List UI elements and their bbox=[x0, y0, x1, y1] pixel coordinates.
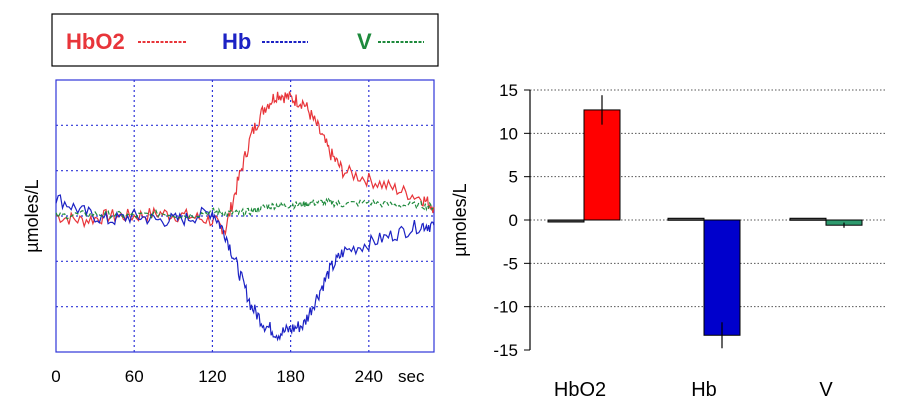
left-y-axis-label: µmoles/L bbox=[22, 179, 42, 252]
bar-baseline-v bbox=[789, 217, 827, 221]
y-tick-label: 10 bbox=[499, 124, 518, 143]
bar-hb bbox=[703, 219, 741, 336]
bar-hbo2 bbox=[583, 109, 621, 221]
legend-label-hb: Hb bbox=[222, 29, 251, 54]
bar-baseline-hb bbox=[667, 217, 705, 221]
bar-chart-categories: HbO2 Hb V bbox=[554, 379, 833, 401]
legend-label-v: V bbox=[357, 29, 372, 54]
bar-chart-y-ticks: 15 10 5 0 -5 -10 -15 bbox=[493, 81, 530, 360]
x-tick-label: 0 bbox=[51, 367, 60, 386]
x-tick-label: 180 bbox=[276, 367, 304, 386]
category-label-hbo2: HbO2 bbox=[554, 379, 606, 401]
legend: HbO2 Hb V bbox=[51, 13, 439, 67]
legend-box bbox=[51, 13, 439, 67]
y-tick-label: -5 bbox=[503, 254, 518, 273]
y-tick-label: 15 bbox=[499, 81, 518, 100]
series-line-hb bbox=[55, 194, 435, 342]
y-tick-label: -15 bbox=[493, 341, 518, 360]
x-unit-label: sec bbox=[398, 367, 425, 386]
time-series-grid bbox=[56, 80, 434, 352]
bar-baseline-hbo2 bbox=[547, 219, 585, 223]
x-tick-label: 240 bbox=[355, 367, 383, 386]
category-label-hb: Hb bbox=[691, 379, 717, 401]
category-label-v: V bbox=[819, 379, 833, 401]
time-series-x-ticks: 0 60 120 180 240 bbox=[51, 367, 383, 386]
bar-chart: 15 10 5 0 -5 -10 -15 HbO2 Hb V µmoles/L bbox=[450, 81, 886, 401]
time-series-plot: 0 60 120 180 240 sec µmoles/L bbox=[22, 79, 435, 386]
x-tick-label: 120 bbox=[198, 367, 226, 386]
bar-chart-bars bbox=[547, 95, 863, 349]
x-tick-label: 60 bbox=[125, 367, 144, 386]
series-line-v bbox=[55, 197, 435, 220]
y-tick-label: 5 bbox=[509, 168, 518, 187]
right-y-axis-label: µmoles/L bbox=[450, 183, 470, 256]
legend-label-hbo2: HbO2 bbox=[66, 29, 125, 54]
y-tick-label: 0 bbox=[509, 211, 518, 230]
y-tick-label: -10 bbox=[493, 298, 518, 317]
time-series-lines bbox=[55, 91, 435, 342]
